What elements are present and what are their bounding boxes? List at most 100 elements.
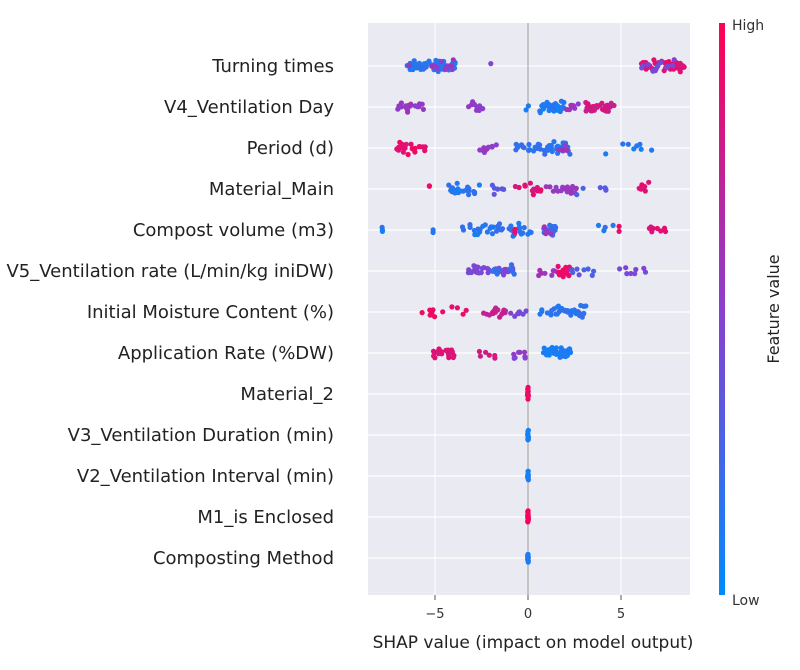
x-tick-label: 0: [524, 607, 532, 622]
shap-point: [646, 179, 652, 185]
feature-label: Composting Method: [153, 548, 334, 569]
shap-point: [549, 148, 555, 155]
shap-point: [564, 106, 570, 113]
shap-point: [642, 188, 648, 194]
shap-point: [490, 268, 496, 274]
shap-point: [408, 141, 414, 147]
shap-point: [408, 101, 414, 107]
shap-point: [482, 147, 489, 153]
shap-point: [634, 143, 640, 149]
shap-point: [430, 229, 436, 236]
shap-point: [466, 104, 472, 110]
shap-point: [639, 65, 645, 71]
shap-point: [658, 228, 664, 234]
shap-point: [544, 228, 550, 234]
shap-point: [511, 271, 517, 277]
shap-point: [574, 266, 580, 272]
shap-point: [515, 144, 521, 150]
shap-point: [547, 184, 553, 190]
shap-point: [474, 266, 480, 272]
shap-point: [591, 268, 597, 274]
shap-point: [521, 145, 527, 151]
shap-point: [559, 104, 565, 110]
shap-point: [544, 310, 551, 316]
shap-point: [537, 108, 543, 114]
shap-point: [550, 188, 557, 194]
shap-point: [432, 355, 438, 361]
shap-point: [477, 147, 483, 153]
shap-point: [449, 66, 455, 73]
shap-point: [554, 103, 561, 109]
shap-point: [638, 146, 644, 152]
shap-point: [624, 271, 630, 277]
shap-point: [499, 186, 505, 192]
shap-point: [564, 267, 570, 273]
shap-point: [548, 231, 554, 237]
shap-point: [521, 349, 528, 355]
shap-point: [476, 348, 482, 355]
shap-point: [538, 187, 544, 193]
shap-point: [599, 100, 605, 106]
shap-point: [525, 392, 531, 398]
colorbar: [719, 23, 725, 595]
shap-point: [537, 267, 543, 273]
colorbar-high-label: High: [732, 18, 764, 34]
shap-point: [488, 61, 494, 67]
shap-point: [616, 223, 622, 229]
shap-point: [508, 310, 514, 316]
feature-label: Turning times: [211, 56, 334, 77]
shap-point: [553, 351, 559, 357]
shap-point: [454, 180, 460, 186]
shap-point: [446, 350, 452, 356]
shap-point: [585, 101, 591, 107]
shap-point: [545, 144, 551, 150]
shap-point: [569, 308, 575, 314]
shap-point: [484, 265, 491, 272]
beeswarm-points: [379, 57, 687, 565]
shap-point: [479, 265, 485, 271]
shap-point: [421, 145, 428, 151]
shap-point: [547, 347, 554, 353]
shap-point: [641, 265, 647, 271]
shap-point: [601, 107, 607, 113]
shap-point: [566, 186, 572, 192]
shap-point: [493, 142, 499, 148]
shap-point: [540, 102, 546, 108]
shap-point: [523, 107, 529, 113]
shap-point: [662, 228, 669, 235]
shap-point: [466, 192, 472, 198]
shap-point: [603, 151, 609, 157]
feature-label: Initial Moisture Content (%): [87, 302, 334, 323]
shap-point: [471, 189, 478, 195]
feature-labels: Turning times V4_Ventilation Day Period (d…: [6, 56, 334, 569]
shap-point: [394, 146, 400, 152]
shap-point: [403, 141, 409, 147]
shap-point: [492, 352, 498, 359]
shap-point: [531, 186, 537, 192]
shap-point: [419, 101, 425, 107]
shap-point: [577, 311, 583, 317]
shap-point: [527, 147, 533, 153]
shap-point: [655, 63, 661, 69]
shap-point: [526, 141, 532, 148]
shap-point: [578, 302, 584, 309]
feature-label: Material_2: [240, 384, 334, 405]
shap-point: [516, 310, 522, 317]
shap-point: [432, 63, 438, 69]
shap-point: [650, 67, 656, 74]
shap-point: [671, 57, 677, 63]
shap-point: [516, 224, 522, 230]
shap-point: [463, 187, 469, 193]
shap-point: [560, 270, 567, 276]
shap-point: [555, 304, 561, 310]
feature-label: Period (d): [247, 138, 334, 159]
shap-point: [397, 139, 403, 145]
feature-label: V2_Ventilation Interval (min): [77, 466, 334, 487]
shap-point: [649, 147, 655, 153]
shap-point: [486, 352, 492, 358]
shap-point: [575, 101, 581, 107]
shap-point: [525, 103, 532, 109]
shap-point: [549, 272, 555, 278]
shap-point: [597, 185, 603, 191]
shap-point: [379, 224, 385, 230]
